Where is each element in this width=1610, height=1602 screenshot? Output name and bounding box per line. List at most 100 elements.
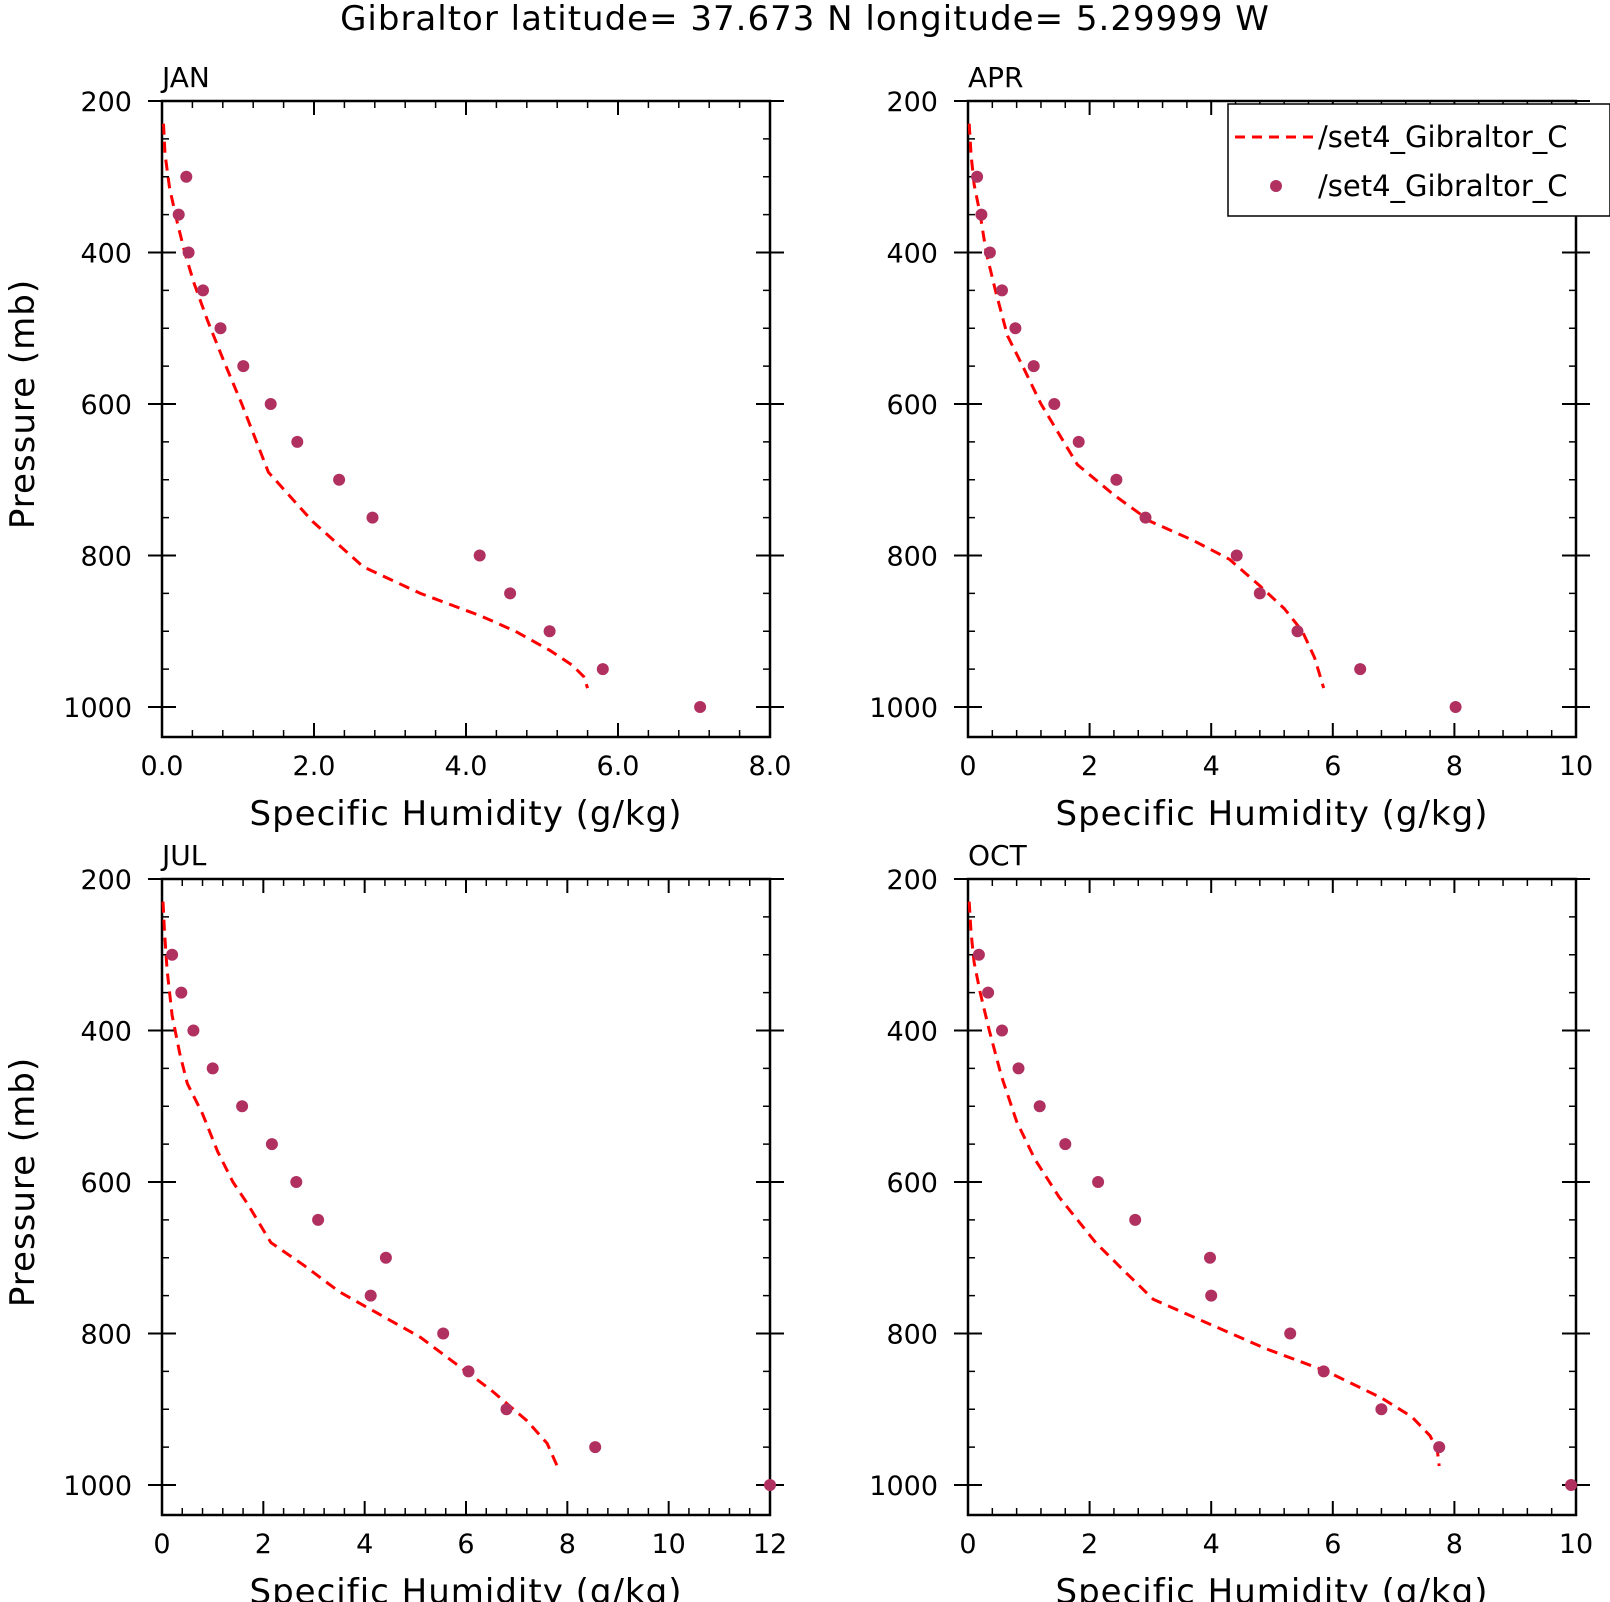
figure-title: Gibraltor latitude= 37.673 N longitude= … — [340, 0, 1270, 39]
y-tick-label: 400 — [886, 1017, 938, 1048]
obs-point — [500, 1403, 513, 1416]
x-tick-label: 0.0 — [141, 751, 184, 782]
x-tick-label: 2 — [1081, 751, 1098, 782]
plot-frame — [966, 99, 1578, 739]
legend: /set4_Gibraltor_C /set4_Gibraltor_C — [1227, 103, 1610, 217]
obs-point — [364, 1289, 377, 1302]
obs-point — [312, 1213, 325, 1226]
x-tick-label: 4.0 — [445, 751, 488, 782]
x-tick-label: 6 — [1324, 1529, 1341, 1560]
obs-point — [437, 1327, 450, 1340]
x-axis-label: Specific Humidity (g/kg) — [1056, 794, 1489, 834]
obs-point — [237, 360, 250, 373]
obs-point — [182, 246, 195, 259]
panel-label: JUL — [160, 839, 207, 872]
obs-point — [1253, 587, 1266, 600]
x-tick-label: 4 — [1203, 751, 1220, 782]
obs-point — [996, 284, 1008, 297]
y-axis-label: Pressure (mb) — [3, 1057, 43, 1307]
obs-point — [462, 1365, 475, 1378]
y-tick-label: 600 — [886, 390, 938, 421]
obs-point — [764, 1479, 776, 1491]
x-tick-label: 2 — [1081, 1529, 1098, 1560]
obs-point — [1033, 1100, 1046, 1113]
legend-box — [1227, 103, 1610, 217]
y-tick-label: 800 — [886, 1320, 938, 1351]
obs-point — [504, 587, 517, 600]
obs-point — [589, 1441, 602, 1454]
obs-point — [197, 284, 209, 297]
obs-point — [694, 701, 707, 713]
x-tick-label: 2 — [255, 1529, 272, 1560]
x-tick-label: 6 — [457, 1529, 474, 1560]
x-axis-label: Specific Humidity (g/kg) — [250, 794, 683, 834]
obs-point — [982, 986, 995, 999]
y-tick-label: 1000 — [63, 693, 132, 724]
obs-point — [1230, 549, 1243, 562]
obs-point — [975, 208, 988, 221]
y-tick-label: 400 — [80, 1017, 132, 1048]
obs-point — [214, 322, 227, 335]
obs-point — [1009, 322, 1022, 335]
obs-point — [1092, 1176, 1105, 1188]
obs-point — [983, 246, 996, 259]
obs-point — [290, 1176, 303, 1188]
y-tick-label: 600 — [80, 390, 132, 421]
y-tick-label: 800 — [886, 542, 938, 573]
obs-point — [1204, 1251, 1216, 1264]
legend-entry-line: /set4_Gibraltor_C — [1318, 120, 1568, 154]
obs-point — [1284, 1327, 1297, 1340]
x-tick-label: 2.0 — [293, 751, 336, 782]
obs-point — [543, 625, 556, 638]
model-profile-line — [161, 901, 559, 1467]
obs-point — [1291, 625, 1304, 638]
y-tick-label: 600 — [886, 1168, 938, 1199]
x-tick-label: 10 — [1559, 1529, 1593, 1560]
obs-point — [1139, 511, 1152, 524]
x-tick-label: 8 — [559, 1529, 576, 1560]
panel-jul: JUL 0 2 4 6 8 10 12 200 400 600 800 1000 Specific Hum… — [3, 839, 787, 1602]
obs-point — [333, 473, 346, 486]
y-tick-label: 200 — [80, 87, 132, 118]
obs-point — [996, 1024, 1008, 1037]
plot-frame — [160, 99, 772, 739]
y-axis-label: Pressure (mb) — [3, 279, 43, 529]
obs-point — [1205, 1289, 1218, 1302]
obs-point — [473, 549, 486, 562]
y-tick-label: 1000 — [869, 1471, 938, 1502]
x-tick-label: 6 — [1324, 751, 1341, 782]
obs-point — [291, 435, 304, 448]
obs-point — [1072, 435, 1085, 448]
x-tick-label: 8 — [1446, 751, 1463, 782]
x-tick-label: 0 — [959, 751, 976, 782]
panel-label: JAN — [160, 61, 210, 94]
obs-point — [187, 1024, 200, 1037]
obs-point — [1012, 1062, 1025, 1075]
model-profile-line — [967, 901, 1441, 1467]
y-tick-label: 200 — [80, 865, 132, 896]
obs-point — [175, 986, 188, 999]
y-tick-label: 1000 — [63, 1471, 132, 1502]
obs-point — [1059, 1138, 1072, 1151]
obs-point — [1449, 701, 1462, 713]
obs-point — [264, 398, 277, 410]
obs-point — [1354, 663, 1367, 676]
y-tick-label: 600 — [80, 1168, 132, 1199]
y-tick-label: 1000 — [869, 693, 938, 724]
y-tick-label: 200 — [886, 87, 938, 118]
obs-point — [172, 208, 185, 221]
x-tick-label: 6.0 — [597, 751, 640, 782]
obs-point — [1129, 1213, 1142, 1226]
obs-point — [1048, 398, 1061, 410]
obs-point — [265, 1138, 278, 1151]
y-tick-label: 200 — [886, 865, 938, 896]
obs-point — [166, 948, 179, 961]
x-tick-label: 10 — [651, 1529, 685, 1560]
panel-oct: OCT 0 2 4 6 8 10 200 400 600 800 1000 Specific Humid… — [869, 839, 1593, 1602]
y-tick-label: 400 — [80, 239, 132, 270]
y-tick-label: 400 — [886, 239, 938, 270]
plot-frame — [160, 877, 772, 1517]
obs-point — [236, 1100, 249, 1113]
panel-jan: JAN 0.0 2.0 4.0 6.0 8.0 200 400 600 800 1000 Specif… — [3, 61, 791, 834]
